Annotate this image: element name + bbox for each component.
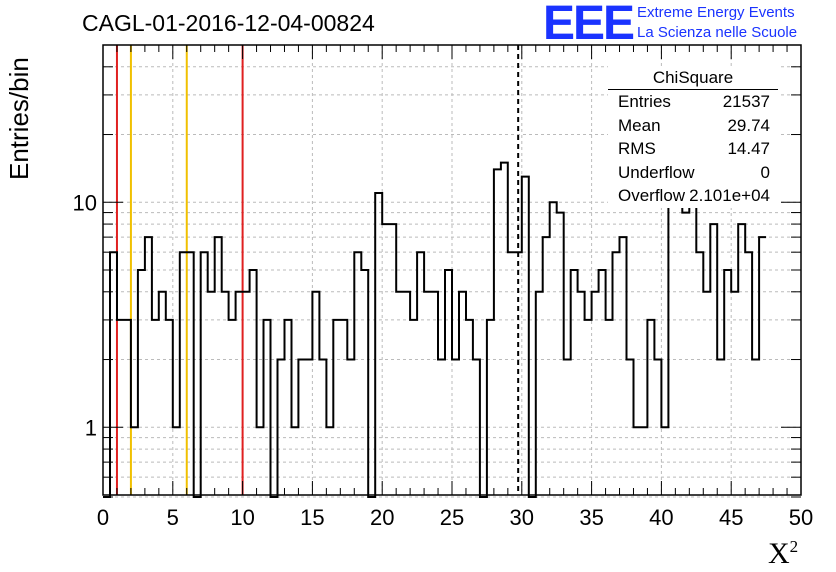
x-tick-label: 10 <box>230 505 254 530</box>
histogram-line <box>103 111 767 498</box>
stats-label: RMS <box>618 139 656 158</box>
y-tick-label: 1 <box>85 415 97 440</box>
stats-row: Overflow 2.101e+04 <box>608 184 778 208</box>
stats-row: Mean 29.74 <box>608 114 778 138</box>
axis-ticks: 0 5 10 15 20 25 30 35 40 45 50 1 10 <box>73 44 813 530</box>
stats-label: Underflow <box>618 162 695 182</box>
x-tick-label: 35 <box>579 505 603 530</box>
stats-row: Entries 21537 <box>608 90 778 114</box>
y-tick-label: 10 <box>73 190 97 215</box>
x-tick-label: 15 <box>300 505 324 530</box>
stats-label: Mean <box>618 115 661 135</box>
logo-line-2: La Scienza nelle Scuole <box>637 24 798 41</box>
stats-row: Underflow 0 <box>608 161 778 185</box>
stats-value: 21537 <box>722 92 770 111</box>
eee-logo: EEE <box>543 0 635 50</box>
x-tick-label: 20 <box>370 505 394 530</box>
y-axis-label: Entries/bin <box>4 57 34 180</box>
stats-value: 14.47 <box>727 139 770 158</box>
stats-row: RMS 14.47 <box>608 137 778 161</box>
stats-value: 2.101e+04 <box>689 186 770 205</box>
x-tick-label: 25 <box>440 505 464 530</box>
stats-label: Entries <box>618 92 671 111</box>
x-tick-label: 30 <box>510 505 534 530</box>
stats-label: Overflow <box>618 186 686 205</box>
stats-box: ChiSquare Entries 21537 Mean 29.74 RMS 14.4… <box>608 66 778 208</box>
x-tick-label: 40 <box>649 505 673 530</box>
x-axis-label: X2 <box>768 537 799 570</box>
x-tick-label: 45 <box>719 505 743 530</box>
chart-title: CAGL-01-2016-12-04-00824 <box>82 10 375 36</box>
x-tick-label: 5 <box>167 505 179 530</box>
stats-value: 0 <box>760 162 770 182</box>
x-tick-label: 50 <box>789 505 813 530</box>
logo-line-1: Extreme Energy Events <box>637 4 795 21</box>
histogram-series <box>103 111 767 498</box>
x-tick-label: 0 <box>97 505 109 530</box>
stats-value: 29.74 <box>727 115 770 135</box>
stats-title: ChiSquare <box>608 66 778 90</box>
